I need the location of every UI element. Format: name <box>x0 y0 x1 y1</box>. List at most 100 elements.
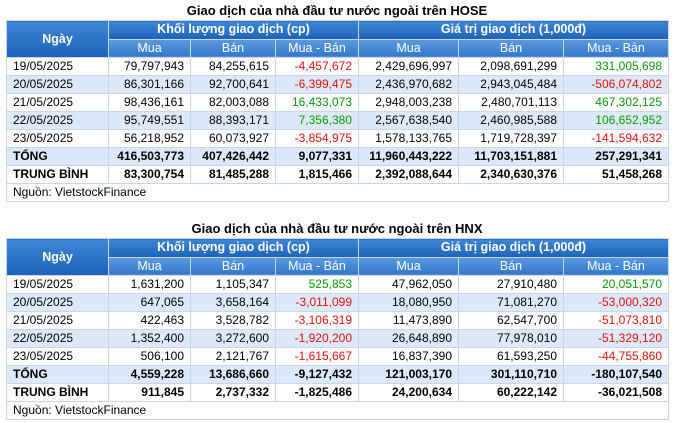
date-cell: 22/05/2025 <box>6 329 109 348</box>
column-header: Mua - Bán <box>562 256 670 276</box>
value-cell: 79,797,943 <box>108 57 191 76</box>
value-cell: -44,755,860 <box>562 347 670 366</box>
data-row: 22/05/2025 95,749,551 88,393,171 7,356,380 2… <box>6 111 670 130</box>
group-header: Giá trị giao dịch (1,000đ) <box>357 238 670 258</box>
value-cell: 3,528,782 <box>190 311 276 330</box>
data-table: Ngày Khối lượng giao dịch (cp) Giá trị gia… <box>5 238 670 420</box>
data-table: Ngày Khối lượng giao dịch (cp) Giá trị gia… <box>5 20 670 202</box>
value-cell: 24,200,634 <box>358 383 459 402</box>
column-header: Mua <box>108 256 191 276</box>
value-cell: 11,960,443,222 <box>358 147 459 166</box>
value-cell: 71,081,270 <box>458 293 564 312</box>
value-cell: 11,473,890 <box>358 311 459 330</box>
date-cell: TỔNG <box>6 147 109 166</box>
value-cell: 18,080,950 <box>358 293 459 312</box>
value-cell: -506,074,802 <box>562 75 670 94</box>
value-cell: 61,593,250 <box>458 347 564 366</box>
date-cell: 21/05/2025 <box>6 311 109 330</box>
value-cell: -3,854,975 <box>275 129 359 148</box>
value-cell: -1,920,200 <box>275 329 359 348</box>
value-cell: -4,457,672 <box>275 57 359 76</box>
value-cell: 1,578,133,765 <box>358 129 459 148</box>
value-cell: 56,218,952 <box>108 129 191 148</box>
value-cell: 2,392,088,644 <box>358 165 459 184</box>
value-cell: 1,631,200 <box>108 275 191 294</box>
group-header: Khối lượng giao dịch (cp) <box>108 20 359 40</box>
column-header: Mua - Bán <box>562 38 670 58</box>
value-cell: 2,429,696,997 <box>358 57 459 76</box>
value-cell: 88,393,171 <box>190 111 276 130</box>
value-cell: 467,302,125 <box>562 93 670 112</box>
value-cell: 83,300,754 <box>108 165 191 184</box>
value-cell: -3,011,099 <box>275 293 359 312</box>
value-cell: -36,021,508 <box>562 383 670 402</box>
table-title: Giao dịch của nhà đầu tư nước ngoài trên… <box>186 3 488 18</box>
value-cell: 95,749,551 <box>108 111 191 130</box>
value-cell: 525,853 <box>275 275 359 294</box>
date-cell: 22/05/2025 <box>6 111 109 130</box>
value-cell: 16,433,073 <box>275 93 359 112</box>
value-cell: 416,503,773 <box>108 147 191 166</box>
subheader-row: Mua Bán Mua - Bán Mua Bán Mua - Bán <box>7 38 670 58</box>
value-cell: 2,098,691,299 <box>458 57 564 76</box>
value-cell: -53,000,320 <box>562 293 670 312</box>
value-cell: 11,703,151,881 <box>458 147 564 166</box>
value-cell: 51,458,268 <box>562 165 670 184</box>
value-cell: 2,460,985,588 <box>458 111 564 130</box>
data-row: 19/05/2025 1,631,200 1,105,347 525,853 47,96… <box>6 275 670 294</box>
date-cell: 23/05/2025 <box>6 347 109 366</box>
data-row: 20/05/2025 647,065 3,658,164 -3,011,099 18,0… <box>6 293 670 312</box>
data-row: TỔNG 4,559,228 13,686,660 -9,127,432 121,003… <box>6 365 670 384</box>
value-cell: 911,845 <box>108 383 191 402</box>
column-header: Bán <box>190 38 276 58</box>
value-cell: 1,105,347 <box>190 275 276 294</box>
hnx-section: Giao dịch của nhà đầu tư nước ngoài trên… <box>5 218 670 420</box>
data-row: 21/05/2025 422,463 3,528,782 -3,106,319 11,4… <box>6 311 670 330</box>
value-cell: 77,978,010 <box>458 329 564 348</box>
value-cell: 16,837,390 <box>358 347 459 366</box>
value-cell: 82,003,088 <box>190 93 276 112</box>
table-title: Giao dịch của nhà đầu tư nước ngoài trên… <box>191 221 483 236</box>
value-cell: 9,077,331 <box>275 147 359 166</box>
header-row: Ngày Khối lượng giao dịch (cp) Giá trị gia… <box>6 20 670 58</box>
column-header: Mua <box>358 38 459 58</box>
value-cell: 301,110,710 <box>458 365 564 384</box>
value-cell: -51,073,810 <box>562 311 670 330</box>
value-cell: -141,594,632 <box>562 129 670 148</box>
data-row: 20/05/2025 86,301,166 92,700,641 -6,399,475… <box>6 75 670 94</box>
value-cell: 3,272,600 <box>190 329 276 348</box>
value-cell: 13,686,660 <box>190 365 276 384</box>
data-row: TRUNG BÌNH 83,300,754 81,485,288 1,815,466 2… <box>6 165 670 184</box>
value-cell: 1,352,400 <box>108 329 191 348</box>
value-cell: 26,648,890 <box>358 329 459 348</box>
value-cell: -9,127,432 <box>275 365 359 384</box>
value-cell: 407,426,442 <box>190 147 276 166</box>
date-cell: TRUNG BÌNH <box>6 383 109 402</box>
column-header: Mua - Bán <box>275 38 359 58</box>
data-row: 22/05/2025 1,352,400 3,272,600 -1,920,200 26… <box>6 329 670 348</box>
value-cell: 7,356,380 <box>275 111 359 130</box>
hose-section: Giao dịch của nhà đầu tư nước ngoài trên… <box>5 0 670 202</box>
value-cell: 2,121,767 <box>190 347 276 366</box>
value-cell: -1,615,667 <box>275 347 359 366</box>
value-cell: 1,719,728,397 <box>458 129 564 148</box>
value-cell: 106,652,952 <box>562 111 670 130</box>
source-text: Nguồn: VietstockFinance <box>5 401 670 420</box>
value-cell: 257,291,341 <box>562 147 670 166</box>
date-cell: TRUNG BÌNH <box>6 165 109 184</box>
group-header: Giá trị giao dịch (1,000đ) <box>357 20 670 40</box>
column-header: Mua - Bán <box>275 256 359 276</box>
value-cell: 2,737,332 <box>190 383 276 402</box>
column-header: Mua <box>108 38 191 58</box>
value-cell: 2,567,638,540 <box>358 111 459 130</box>
value-cell: 2,480,701,113 <box>458 93 564 112</box>
value-cell: 92,700,641 <box>190 75 276 94</box>
date-cell: 23/05/2025 <box>6 129 109 148</box>
value-cell: -3,106,319 <box>275 311 359 330</box>
value-cell: 27,910,480 <box>458 275 564 294</box>
column-header: Bán <box>458 256 564 276</box>
source-text: Nguồn: VietstockFinance <box>5 183 670 202</box>
data-row: 21/05/2025 98,436,161 82,003,088 16,433,073… <box>6 93 670 112</box>
value-cell: 60,222,142 <box>458 383 564 402</box>
